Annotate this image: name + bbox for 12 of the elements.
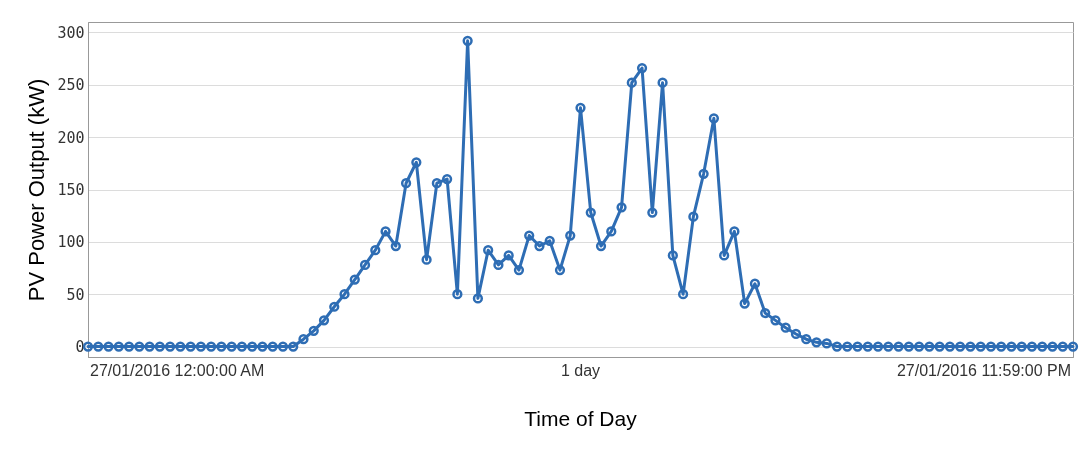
- y-tick-label: 150: [57, 181, 85, 199]
- y-tick-label: 0: [75, 338, 85, 357]
- y-axis-title: PV Power Output (kW): [24, 78, 50, 302]
- y-tick-label: 300: [57, 23, 85, 42]
- y-tick-label: 250: [57, 76, 85, 95]
- x-axis-title: Time of Day: [524, 407, 638, 430]
- y-tick-label: 100: [57, 233, 85, 252]
- y-tick-label: 50: [66, 285, 85, 304]
- text: 1 day: [560, 362, 601, 379]
- y-tick-label: 200: [57, 128, 85, 147]
- text: 27/01/2016 12:00:00 AM: [90, 362, 265, 379]
- text: 27/01/2016 11:59:00 PM: [896, 362, 1071, 379]
